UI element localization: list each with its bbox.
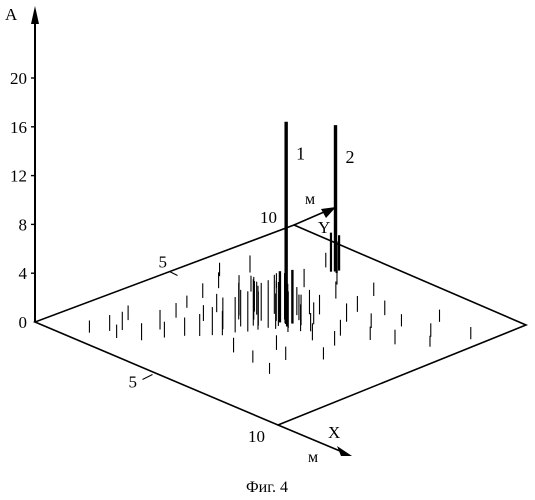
z-tick-label: 12	[10, 167, 27, 186]
figure-caption: Фиг. 4	[246, 479, 288, 496]
x-axis-title: X	[328, 423, 340, 442]
x-tick-label: 10	[248, 427, 265, 446]
z-tick-label: 16	[10, 118, 27, 137]
x-tick-leader	[143, 375, 153, 380]
ground-plane	[35, 207, 526, 456]
z-axis: A 0 4 8 12 16 20	[5, 5, 39, 332]
z-tick-label: 0	[19, 313, 28, 332]
y-tick-label: 5	[159, 253, 168, 272]
y-tick-leader	[170, 272, 178, 276]
x-axis-unit: м	[308, 449, 318, 466]
y-axis-title: Y	[318, 218, 330, 237]
y-tick-label: 10	[260, 208, 277, 227]
y-axis-unit: м	[305, 191, 315, 208]
data-spikes	[89, 122, 470, 374]
z-tick-label: 20	[10, 69, 27, 88]
peak-1-label: 1	[296, 144, 305, 164]
z-axis-title: A	[5, 5, 18, 24]
z-tick-label: 8	[19, 215, 28, 234]
z-axis-arrow	[31, 6, 39, 24]
x-axis-arrow	[337, 446, 352, 456]
peak-2-label: 2	[346, 147, 355, 167]
z-tick-label: 4	[19, 264, 28, 283]
y-axis-arrow	[321, 207, 336, 218]
floor-outline	[35, 225, 526, 425]
x-tick-label: 5	[129, 373, 138, 392]
